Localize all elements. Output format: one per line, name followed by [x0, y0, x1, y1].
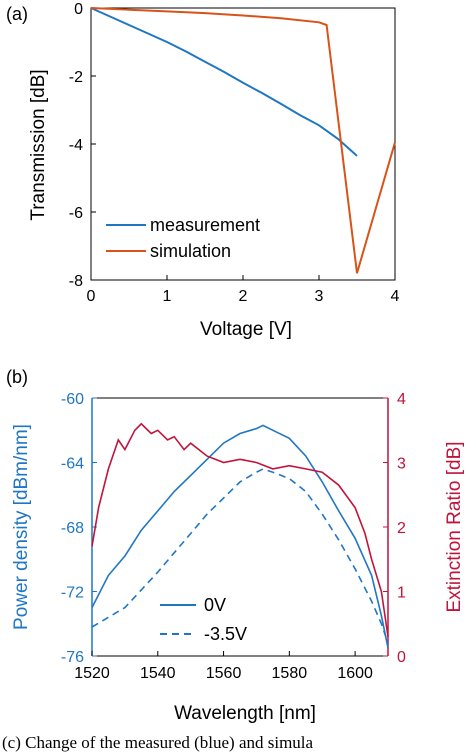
panel-a-x-tick-label: 4: [391, 288, 400, 305]
panel-b-x-tick-label: 1540: [140, 665, 176, 682]
panel-b-right-tick-label: 4: [397, 391, 406, 408]
series-line-measurement: [90, 7, 358, 157]
panel-a-y-axis-label: Transmission [dB]: [28, 69, 49, 220]
panel-a-x-tick-label: 1: [163, 288, 172, 305]
panel-a-x-axis-label: Voltage [V]: [200, 319, 292, 340]
panel-b-left-tick-label: -64: [61, 456, 84, 473]
panel-b-left-y-axis-label: Power density [dBm/nm]: [11, 424, 32, 630]
figure-caption: (c) Change of the measured (blue) and si…: [2, 733, 314, 752]
panel-b-x-tick-label: 1560: [206, 665, 242, 682]
series-line-minus-3-5v: [91, 468, 389, 644]
panel-b-left-tick-label: -68: [61, 520, 84, 537]
panel-a-x-tick-label: 3: [315, 288, 324, 305]
panel-b-x-tick-label: 1600: [337, 665, 373, 682]
panel-a-legend: measurement simulation: [106, 215, 260, 261]
panel-b-label: (b): [6, 367, 28, 387]
panel-a: (a) 0 1 2 3 4 0 -2 -4 -6 -8 Voltage [V] Transmiss…: [6, 1, 400, 340]
series-line-extinction-ratio: [91, 422, 389, 637]
panel-b-plot-frame: [92, 398, 388, 656]
panel-b-left-tick-label: -72: [61, 585, 84, 602]
panel-a-y-tick-label: -8: [69, 273, 83, 290]
panel-b-right-tick-label: 0: [397, 649, 406, 666]
panel-b-right-y-axis-label: Extinction Ratio [dB]: [444, 441, 465, 612]
panel-a-y-tick-label: -2: [69, 69, 83, 86]
legend-label-simulation: simulation: [150, 241, 231, 261]
panel-b-legend: 0V -3.5V: [160, 595, 247, 644]
panel-b-left-tick-label: -60: [61, 391, 84, 408]
legend-label-measurement: measurement: [150, 215, 260, 235]
panel-b-x-tick-label: 1580: [272, 665, 308, 682]
legend-label-0v: 0V: [204, 595, 226, 615]
panel-b-x-tick-label: 1520: [74, 665, 110, 682]
panel-a-plot-frame: [90, 7, 396, 281]
panel-b-right-tick-label: 2: [397, 520, 406, 537]
panel-b-right-tick-label: 1: [397, 585, 406, 602]
panel-a-ticks: 0 1 2 3 4 0 -2 -4 -6 -8: [69, 1, 400, 305]
panel-a-y-tick-label: 0: [74, 1, 83, 18]
panel-a-y-tick-label: -6: [69, 205, 83, 222]
panel-a-lines: [90, 7, 396, 274]
panel-a-y-tick-label: -4: [69, 137, 83, 154]
panel-a-x-tick-label: 2: [239, 288, 248, 305]
legend-label-minus-3-5v: -3.5V: [204, 624, 247, 644]
panel-b-lines: [91, 422, 389, 649]
panel-b-ticks: 1520 1540 1560 1580 1600 -60 -64 -68 -72 -76 4 3 2 1 0: [61, 391, 406, 682]
series-line-0v: [91, 424, 389, 649]
series-line-simulation: [90, 7, 396, 274]
panel-b-right-tick-label: 3: [397, 456, 406, 473]
panel-b: (b) 1520 1540 1560 1580 1600 -60 -64 -68 -72 -76 4…: [6, 367, 465, 724]
panel-b-left-tick-label: -76: [61, 649, 84, 666]
panel-a-x-tick-label: 0: [87, 288, 96, 305]
panel-a-label: (a): [6, 4, 28, 24]
panel-b-x-axis-label: Wavelength [nm]: [174, 703, 316, 724]
